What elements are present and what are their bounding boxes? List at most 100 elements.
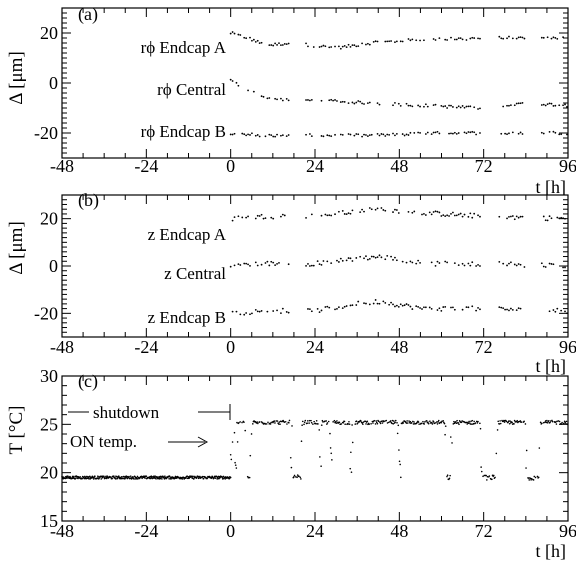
data-point xyxy=(436,309,439,311)
data-point xyxy=(415,262,418,265)
data-point xyxy=(509,261,512,264)
data-point xyxy=(479,132,481,134)
data-point xyxy=(434,265,437,267)
data-point xyxy=(419,39,421,42)
data-point xyxy=(276,309,278,312)
data-point xyxy=(334,421,337,423)
data-point xyxy=(231,133,234,136)
data-point xyxy=(411,211,414,214)
panel-b-series-label-0: z Endcap A xyxy=(148,225,227,244)
data-point xyxy=(276,420,279,422)
data-point xyxy=(280,134,282,137)
data-point xyxy=(285,135,288,138)
data-point xyxy=(394,41,396,44)
data-point xyxy=(565,420,568,423)
data-point xyxy=(517,216,520,219)
data-point xyxy=(554,421,557,423)
data-point xyxy=(229,32,232,35)
x-tick-label: 24 xyxy=(306,521,324,541)
data-point xyxy=(310,213,313,216)
data-point xyxy=(503,419,505,422)
data-point xyxy=(434,103,437,106)
data-point xyxy=(301,420,304,423)
data-point xyxy=(527,477,530,479)
data-point xyxy=(197,477,200,480)
data-point xyxy=(98,477,100,480)
data-point xyxy=(438,307,441,310)
data-point xyxy=(298,475,300,478)
panel-b: (b) Δ [μm] -48 -24 0 24 48 72 96 -20 0 20 z Endca… xyxy=(6,190,576,376)
data-point xyxy=(366,420,369,423)
data-point xyxy=(368,303,371,306)
data-point xyxy=(411,261,414,264)
series-1-points xyxy=(229,78,568,110)
data-point xyxy=(328,134,331,137)
data-point xyxy=(502,37,505,40)
data-point xyxy=(401,40,404,43)
data-point xyxy=(477,263,479,266)
data-point xyxy=(443,421,445,424)
data-point xyxy=(446,474,449,477)
data-point xyxy=(97,476,100,478)
data-point xyxy=(83,475,86,478)
data-point xyxy=(347,212,350,215)
data-point xyxy=(517,420,520,423)
data-point xyxy=(154,475,156,478)
data-point xyxy=(405,102,408,105)
data-point xyxy=(411,38,414,41)
data-point xyxy=(386,255,389,257)
data-point xyxy=(269,423,272,425)
data-point xyxy=(268,97,271,99)
data-point xyxy=(515,264,518,267)
data-point xyxy=(347,423,350,425)
data-point xyxy=(516,419,518,422)
data-point xyxy=(423,105,425,108)
data-point xyxy=(494,476,496,479)
data-point xyxy=(453,420,455,423)
data-point xyxy=(272,135,275,138)
data-point xyxy=(540,262,543,265)
data-point xyxy=(280,312,282,315)
data-point xyxy=(304,419,307,422)
data-point xyxy=(332,421,334,423)
data-point xyxy=(270,134,273,137)
data-point xyxy=(303,421,306,424)
data-point xyxy=(199,475,201,478)
data-point xyxy=(467,105,470,108)
data-point xyxy=(272,261,275,264)
x-tick-label: 24 xyxy=(306,337,324,357)
data-point xyxy=(469,105,472,108)
data-point xyxy=(368,258,371,260)
data-point xyxy=(384,420,386,422)
data-point xyxy=(485,474,487,477)
data-point xyxy=(241,216,244,219)
x-tick-label: -24 xyxy=(134,156,158,176)
data-point xyxy=(452,132,454,135)
data-point xyxy=(347,43,350,46)
data-point xyxy=(300,478,302,480)
data-point xyxy=(235,467,238,469)
data-point xyxy=(426,131,429,134)
data-point xyxy=(506,308,508,311)
data-point xyxy=(193,477,195,480)
data-point xyxy=(424,103,427,106)
data-point xyxy=(467,422,470,425)
data-point xyxy=(392,303,394,306)
data-point xyxy=(517,132,520,135)
data-point xyxy=(437,421,439,423)
data-point xyxy=(428,211,431,214)
data-point xyxy=(556,307,559,310)
data-point xyxy=(361,422,364,424)
data-point xyxy=(407,38,410,40)
data-point xyxy=(222,475,225,478)
data-point xyxy=(511,37,514,40)
data-point xyxy=(322,260,325,262)
data-point xyxy=(371,420,374,423)
data-point xyxy=(307,263,309,265)
data-point xyxy=(542,132,545,135)
data-point xyxy=(374,208,377,211)
data-point xyxy=(546,219,549,222)
data-point xyxy=(231,310,234,313)
data-point xyxy=(517,36,520,39)
data-point xyxy=(96,477,99,479)
